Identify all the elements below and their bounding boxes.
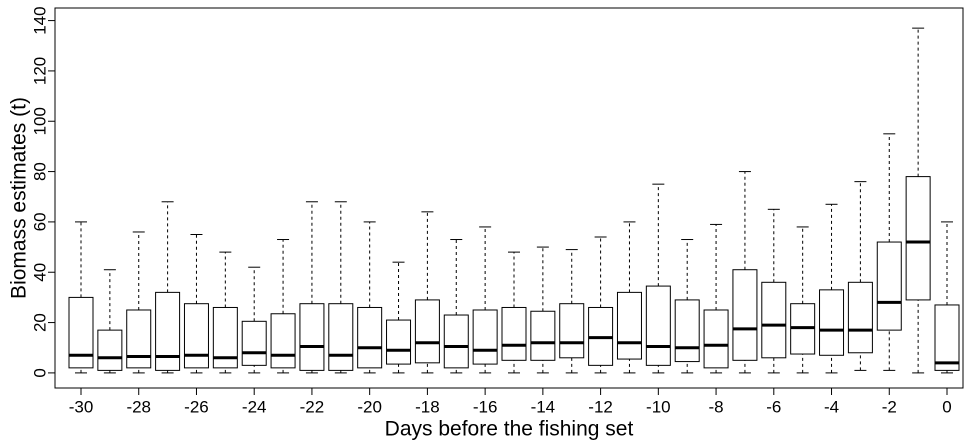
box <box>732 269 758 361</box>
box <box>68 296 94 369</box>
x-tick-label: -16 <box>473 397 498 416</box>
x-tick-label: -8 <box>709 397 724 416</box>
y-tick-label: 80 <box>30 162 49 181</box>
x-tick-label: -28 <box>126 397 151 416</box>
box <box>155 291 181 371</box>
box <box>530 310 556 361</box>
box <box>761 281 787 359</box>
x-tick-label: -2 <box>882 397 897 416</box>
y-tick-label: 20 <box>30 313 49 332</box>
x-tick-label: -12 <box>588 397 613 416</box>
plot-frame <box>54 7 964 389</box>
x-tick-label: -26 <box>184 397 209 416</box>
x-tick-label: 0 <box>942 397 951 416</box>
x-tick-label: -20 <box>357 397 382 416</box>
box <box>472 309 498 365</box>
box <box>703 309 729 369</box>
y-tick-label: 60 <box>30 212 49 231</box>
box <box>357 306 383 369</box>
x-tick-label: -30 <box>69 397 94 416</box>
y-tick-label: 140 <box>30 6 49 34</box>
box <box>414 299 440 364</box>
box <box>616 291 642 360</box>
box <box>645 285 671 366</box>
box <box>501 306 527 361</box>
box <box>328 303 354 371</box>
x-tick-label: -4 <box>824 397 839 416</box>
x-tick-label: -10 <box>646 397 671 416</box>
y-tick-label: 40 <box>30 263 49 282</box>
x-tick-label: -6 <box>766 397 781 416</box>
y-tick-label: 100 <box>30 107 49 135</box>
x-tick-label: -24 <box>242 397 267 416</box>
x-axis-title: Days before the fishing set <box>385 418 634 441</box>
box <box>819 289 845 356</box>
box <box>183 303 209 369</box>
box <box>386 319 412 365</box>
x-tick-label: -18 <box>415 397 440 416</box>
box <box>905 176 931 301</box>
box <box>241 320 267 366</box>
box <box>97 329 123 371</box>
y-axis-title: Biomass estimates (t) <box>8 97 31 299</box>
box <box>126 309 152 369</box>
box <box>847 281 873 354</box>
x-tick-label: -22 <box>300 397 325 416</box>
box <box>934 304 960 371</box>
box <box>270 313 296 369</box>
x-tick-label: -14 <box>531 397 556 416</box>
box <box>299 303 325 371</box>
box <box>674 299 700 363</box>
y-tick-label: 0 <box>30 368 49 377</box>
box <box>876 241 902 331</box>
box <box>443 314 469 369</box>
box <box>559 303 585 359</box>
y-tick-label: 120 <box>30 57 49 85</box>
